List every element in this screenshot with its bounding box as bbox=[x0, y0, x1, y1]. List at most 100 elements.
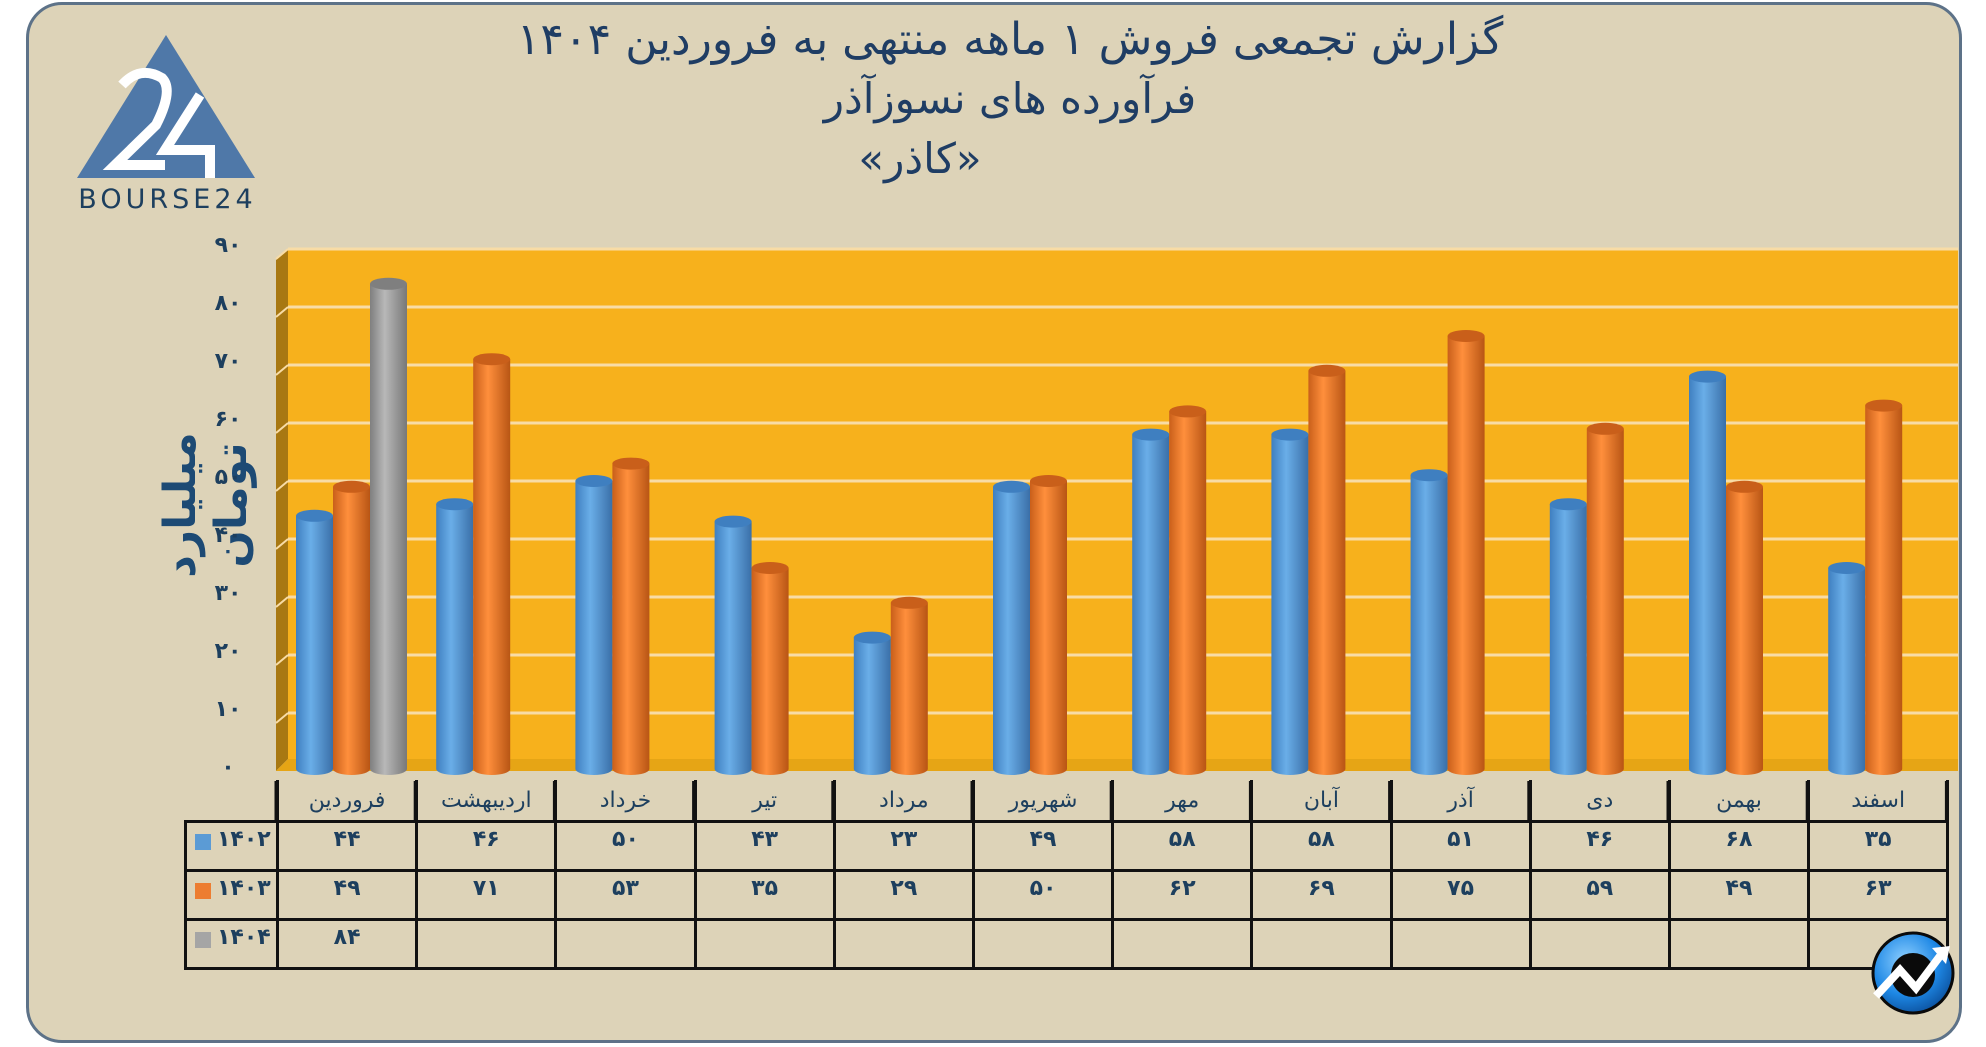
y-tick-label: ۳۰ bbox=[214, 581, 242, 606]
table-cell: ۵۱ bbox=[1389, 820, 1532, 872]
bar-1402-2 bbox=[575, 475, 613, 775]
table-cell: ۵۹ bbox=[1528, 869, 1671, 921]
table-cell bbox=[415, 918, 558, 970]
table-cell: ۵۸ bbox=[1250, 820, 1393, 872]
month-header: دی bbox=[1528, 780, 1671, 823]
bar-1403-5 bbox=[1030, 475, 1067, 775]
chart-title: گزارش تجمعی فروش ۱ ماهه منتهی به فروردین… bbox=[516, 14, 1504, 65]
month-header: آبان bbox=[1250, 780, 1393, 823]
bar-1403-10 bbox=[1726, 480, 1764, 775]
table-cell: ۴۹ bbox=[1667, 869, 1811, 921]
bar-1402-3 bbox=[714, 515, 752, 775]
table-cell: ۵۰ bbox=[971, 869, 1115, 921]
legend-swatch-icon bbox=[195, 932, 211, 948]
table-cell: ۴۴ bbox=[275, 820, 419, 872]
table-row: ۱۴۰۲ ۴۴ ۴۶ ۵۰ ۴۳ ۲۳ ۴۹ ۵۸ ۵۸ ۵۱ ۴۶ ۶۸ ۳۵ bbox=[184, 820, 1950, 872]
bar-1403-0 bbox=[333, 480, 370, 775]
y-tick-label: ۹۰ bbox=[214, 233, 242, 258]
data-table: فروردین اردیبهشت خرداد تیر مرداد شهریور مهر آبا… bbox=[184, 780, 1950, 970]
y-tick-label: ۴۰ bbox=[214, 523, 242, 548]
table-cell: ۶۲ bbox=[1111, 869, 1254, 921]
trend-up-badge-icon bbox=[1871, 931, 1955, 1015]
y-tick-label: ۶۰ bbox=[214, 407, 242, 432]
y-tick-label: ۷۰ bbox=[214, 349, 242, 374]
y-tick-label: ۰ bbox=[221, 755, 235, 780]
table-cell bbox=[832, 918, 975, 970]
y-tick-label: ۲۰ bbox=[214, 639, 242, 664]
month-header: فروردین bbox=[275, 780, 419, 823]
legend-key: ۱۴۰۴ bbox=[184, 918, 279, 970]
bar-1403-1 bbox=[473, 353, 511, 775]
month-header: مرداد bbox=[832, 780, 975, 823]
bar-1402-11 bbox=[1828, 562, 1866, 775]
month-header: بهمن bbox=[1667, 780, 1811, 823]
table-cell bbox=[1389, 918, 1532, 970]
legend-label: ۱۴۰۳ bbox=[217, 876, 271, 901]
bar-1402-1 bbox=[436, 498, 474, 775]
bar-1403-6 bbox=[1169, 405, 1207, 775]
table-cell: ۴۶ bbox=[415, 820, 558, 872]
bar-1403-4 bbox=[890, 596, 928, 775]
legend-swatch-icon bbox=[195, 883, 211, 899]
bar-1403-2 bbox=[612, 457, 650, 775]
bar-1402-5 bbox=[993, 480, 1030, 775]
y-tick-label: ۱۰ bbox=[214, 697, 242, 722]
table-cell: ۴۳ bbox=[693, 820, 836, 872]
table-cell: ۷۱ bbox=[415, 869, 558, 921]
plot-area bbox=[288, 250, 1958, 771]
bar-1403-8 bbox=[1447, 330, 1485, 775]
table-row: ۱۴۰۳ ۴۹ ۷۱ ۵۳ ۳۵ ۲۹ ۵۰ ۶۲ ۶۹ ۷۵ ۵۹ ۴۹ ۶۳ bbox=[184, 869, 1950, 921]
bar-1403-11 bbox=[1865, 399, 1903, 775]
month-header: شهریور bbox=[971, 780, 1115, 823]
legend-key: ۱۴۰۳ bbox=[184, 869, 279, 921]
table-cell: ۵۸ bbox=[1111, 820, 1254, 872]
legend-label: ۱۴۰۲ bbox=[217, 827, 271, 852]
bar-1402-4 bbox=[853, 631, 891, 775]
bar-1402-0 bbox=[296, 509, 333, 775]
bar-1403-7 bbox=[1308, 364, 1346, 775]
legend-key: ۱۴۰۲ bbox=[184, 820, 279, 872]
bar-1402-9 bbox=[1549, 498, 1587, 775]
table-cell: ۸۴ bbox=[275, 918, 419, 970]
table-cell: ۲۹ bbox=[832, 869, 975, 921]
table-cell: ۲۳ bbox=[832, 820, 975, 872]
bourse24-logo-icon bbox=[77, 35, 255, 178]
table-corner bbox=[185, 780, 279, 822]
bar-1402-6 bbox=[1132, 428, 1170, 775]
table-cell: ۳۵ bbox=[1807, 820, 1950, 872]
month-header: مهر bbox=[1111, 780, 1254, 823]
table-cell bbox=[1528, 918, 1671, 970]
month-header: آذر bbox=[1389, 780, 1532, 823]
bar-1402-7 bbox=[1271, 428, 1309, 775]
month-header: اردیبهشت bbox=[415, 780, 558, 823]
chart-subtitle: فرآورده های نسوزآذر bbox=[823, 74, 1197, 123]
table-cell: ۷۵ bbox=[1389, 869, 1532, 921]
bar-1402-8 bbox=[1410, 469, 1448, 775]
bar-1404-0 bbox=[370, 277, 407, 775]
logo-text: BOURSE24 bbox=[78, 184, 257, 215]
month-header: تیر bbox=[693, 780, 836, 823]
table-cell bbox=[693, 918, 836, 970]
table-cell: ۶۸ bbox=[1667, 820, 1811, 872]
bar-1403-9 bbox=[1586, 422, 1624, 775]
table-cell: ۴۹ bbox=[971, 820, 1115, 872]
y-tick-label: ۵۰ bbox=[214, 465, 242, 490]
bar-1403-3 bbox=[751, 562, 789, 775]
table-cell bbox=[1111, 918, 1254, 970]
table-cell: ۴۶ bbox=[1528, 820, 1671, 872]
table-cell: ۳۵ bbox=[693, 869, 836, 921]
bar-1402-10 bbox=[1689, 370, 1726, 775]
table-cell bbox=[1250, 918, 1393, 970]
month-header: خرداد bbox=[554, 780, 697, 823]
table-cell bbox=[971, 918, 1115, 970]
table-cell bbox=[554, 918, 697, 970]
table-cell: ۵۳ bbox=[554, 869, 697, 921]
table-cell: ۵۰ bbox=[554, 820, 697, 872]
month-header: اسفند bbox=[1807, 780, 1950, 823]
legend-label: ۱۴۰۴ bbox=[217, 925, 271, 950]
table-cell: ۶۳ bbox=[1807, 869, 1950, 921]
table-cell bbox=[1667, 918, 1811, 970]
legend-swatch-icon bbox=[195, 834, 211, 850]
company-ticker: «کاذر» bbox=[858, 134, 982, 183]
table-cell: ۴۹ bbox=[275, 869, 419, 921]
